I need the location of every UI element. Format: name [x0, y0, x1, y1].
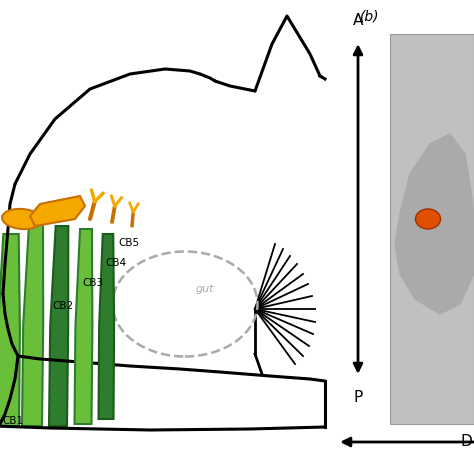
- Polygon shape: [99, 234, 114, 419]
- Text: A: A: [353, 13, 363, 28]
- Text: P: P: [354, 390, 363, 405]
- Polygon shape: [0, 234, 20, 426]
- Text: D: D: [460, 435, 472, 449]
- FancyBboxPatch shape: [390, 34, 474, 424]
- Polygon shape: [49, 226, 68, 426]
- Text: CB5: CB5: [118, 238, 139, 248]
- Text: CB3: CB3: [82, 278, 103, 288]
- Text: gut: gut: [196, 284, 214, 294]
- Text: CB2: CB2: [52, 301, 73, 311]
- Polygon shape: [30, 196, 85, 226]
- Text: CB4: CB4: [105, 258, 126, 268]
- Text: (b): (b): [360, 9, 380, 23]
- Polygon shape: [395, 134, 474, 314]
- Polygon shape: [74, 229, 92, 424]
- Ellipse shape: [416, 209, 440, 229]
- Ellipse shape: [2, 209, 42, 229]
- Text: CB1: CB1: [2, 416, 23, 426]
- Polygon shape: [22, 224, 43, 426]
